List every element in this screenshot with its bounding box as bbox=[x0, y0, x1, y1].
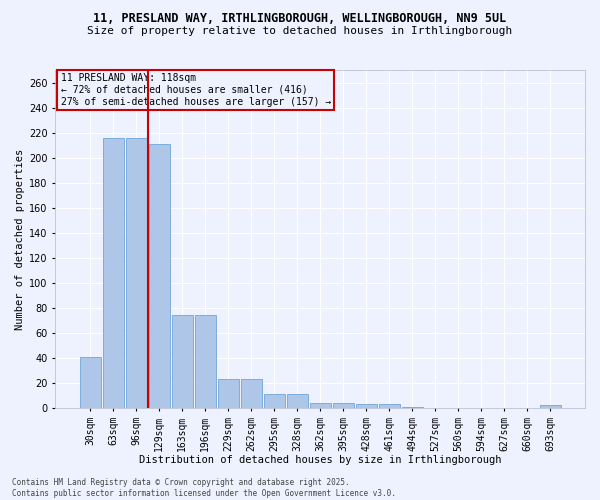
X-axis label: Distribution of detached houses by size in Irthlingborough: Distribution of detached houses by size … bbox=[139, 455, 502, 465]
Bar bbox=[172, 316, 193, 408]
Bar bbox=[310, 403, 331, 408]
Bar bbox=[103, 138, 124, 408]
Bar bbox=[149, 144, 170, 408]
Bar bbox=[356, 404, 377, 408]
Bar bbox=[540, 406, 561, 408]
Bar bbox=[332, 403, 354, 408]
Bar bbox=[379, 404, 400, 408]
Bar bbox=[401, 406, 423, 408]
Bar bbox=[194, 316, 216, 408]
Text: 11 PRESLAND WAY: 118sqm
← 72% of detached houses are smaller (416)
27% of semi-d: 11 PRESLAND WAY: 118sqm ← 72% of detache… bbox=[61, 74, 331, 106]
Text: Size of property relative to detached houses in Irthlingborough: Size of property relative to detached ho… bbox=[88, 26, 512, 36]
Bar bbox=[263, 394, 285, 408]
Text: 11, PRESLAND WAY, IRTHLINGBOROUGH, WELLINGBOROUGH, NN9 5UL: 11, PRESLAND WAY, IRTHLINGBOROUGH, WELLI… bbox=[94, 12, 506, 26]
Bar bbox=[218, 379, 239, 408]
Bar bbox=[125, 138, 146, 408]
Bar bbox=[241, 379, 262, 408]
Bar bbox=[80, 356, 101, 408]
Bar bbox=[287, 394, 308, 408]
Text: Contains HM Land Registry data © Crown copyright and database right 2025.
Contai: Contains HM Land Registry data © Crown c… bbox=[12, 478, 396, 498]
Y-axis label: Number of detached properties: Number of detached properties bbox=[15, 148, 25, 330]
